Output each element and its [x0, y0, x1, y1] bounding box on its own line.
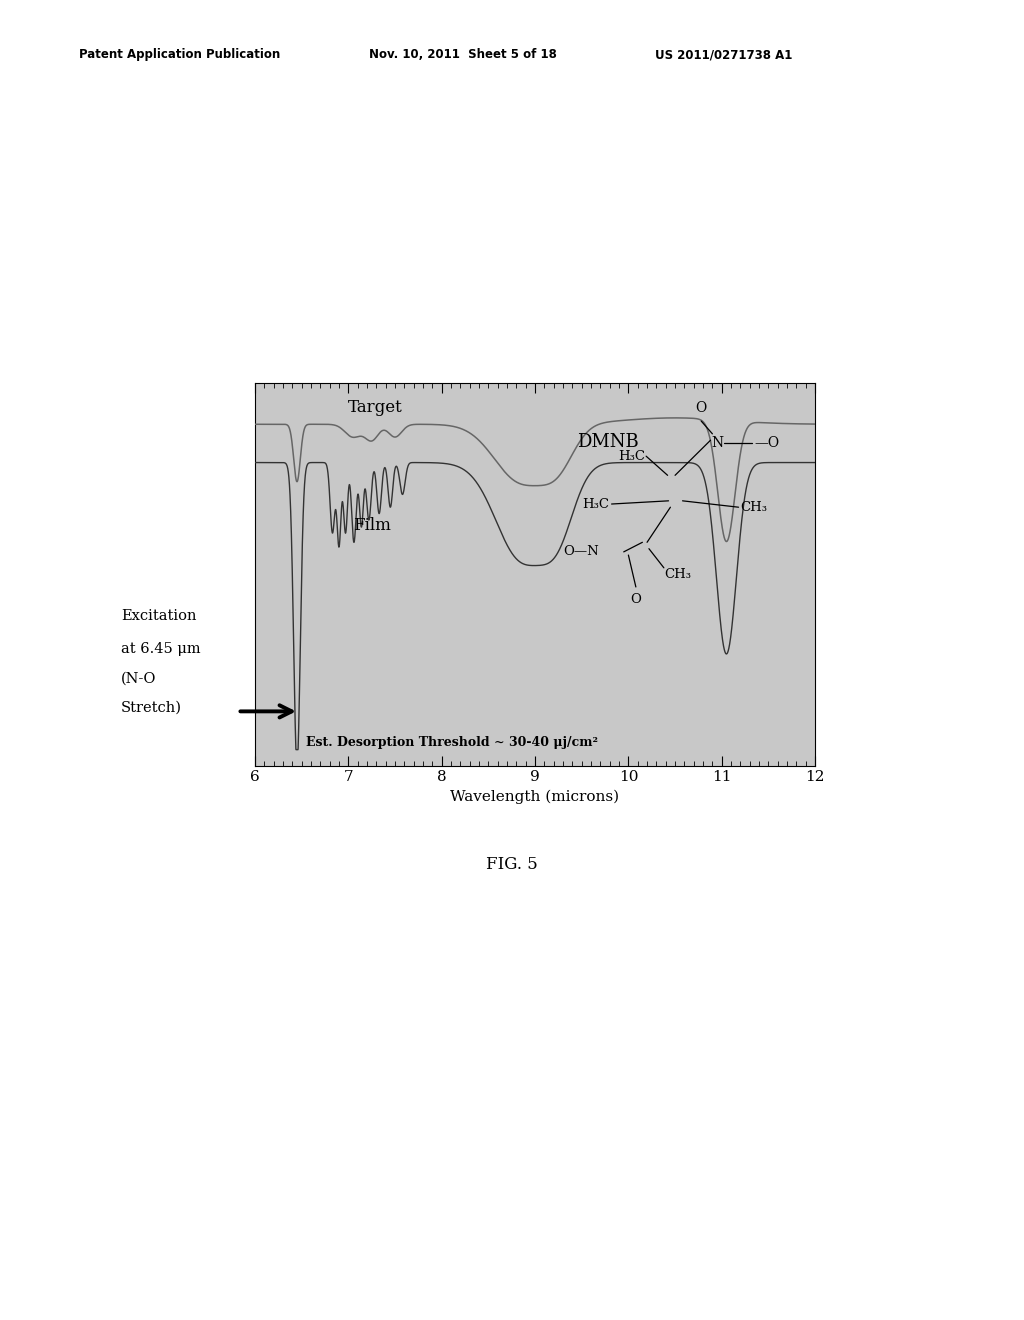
Text: Stretch): Stretch): [121, 701, 182, 714]
Text: Film: Film: [353, 516, 391, 533]
Text: O: O: [695, 401, 707, 416]
Text: (N-O: (N-O: [121, 672, 157, 685]
Text: Est. Desorption Threshold ~ 30-40 μj/cm²: Est. Desorption Threshold ~ 30-40 μj/cm²: [306, 737, 598, 750]
Text: US 2011/0271738 A1: US 2011/0271738 A1: [655, 48, 793, 61]
Text: O—N: O—N: [563, 545, 598, 558]
Text: H₃C: H₃C: [618, 450, 645, 463]
Text: Nov. 10, 2011  Sheet 5 of 18: Nov. 10, 2011 Sheet 5 of 18: [369, 48, 556, 61]
Text: Patent Application Publication: Patent Application Publication: [79, 48, 281, 61]
X-axis label: Wavelength (microns): Wavelength (microns): [451, 789, 620, 804]
Text: at 6.45 μm: at 6.45 μm: [121, 643, 201, 656]
Text: —O: —O: [755, 437, 779, 450]
Text: N: N: [711, 437, 723, 450]
Text: O: O: [631, 593, 641, 606]
Text: CH₃: CH₃: [664, 568, 691, 581]
Text: H₃C: H₃C: [583, 498, 609, 511]
Text: FIG. 5: FIG. 5: [486, 857, 538, 873]
Text: DMNB: DMNB: [578, 433, 639, 450]
Text: Excitation: Excitation: [121, 610, 197, 623]
Text: CH₃: CH₃: [740, 500, 767, 513]
Text: Target: Target: [348, 399, 403, 416]
